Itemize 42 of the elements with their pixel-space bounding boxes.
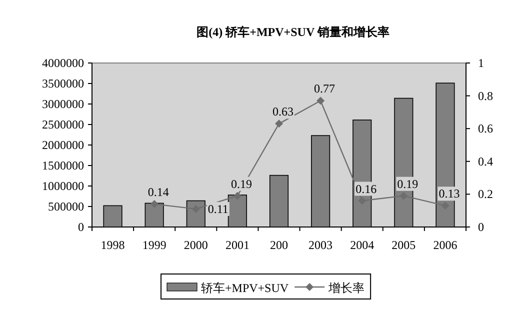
data-label: 0.19 [230, 176, 252, 191]
y-tick-label: 500000 [48, 200, 84, 214]
data-label: 0.13 [438, 186, 460, 201]
point [400, 192, 408, 200]
data-label: 0.16 [356, 182, 377, 196]
x-tick-label: 2005 [392, 238, 416, 252]
y-tick-label: 3500000 [42, 76, 84, 90]
x-tick-label: 2004 [350, 238, 374, 252]
chart-title: 图(4) 轿车+MPV+SUV 销量和增长率 [196, 25, 390, 39]
x-tick-label: 1998 [100, 238, 125, 252]
x-tick-label: 1999 [142, 238, 166, 252]
data-label: 0.14 [148, 185, 169, 200]
legend-label: 增长率 [328, 281, 365, 295]
y2-tick-label: 0.4 [478, 154, 493, 168]
x-tick-label: 2000 [184, 238, 208, 252]
x-tick-label: 2006 [433, 238, 458, 252]
y-tick-label: 0 [78, 220, 84, 234]
x-tick-label: 2003 [308, 238, 333, 252]
x-tick-label: 2001 [225, 238, 250, 252]
point [233, 192, 242, 200]
legend-label: 轿车+MPV+SUV [201, 281, 289, 295]
data-label: 0.19 [397, 176, 418, 191]
point [150, 200, 158, 208]
y2-tick-label: 1 [478, 56, 484, 70]
data-label: 0.77 [314, 82, 336, 96]
y2-tick-label: 0.8 [478, 88, 493, 103]
data-label: 0.63 [272, 104, 294, 119]
point [441, 202, 450, 210]
point [358, 196, 366, 205]
y2-tick-label: 0.2 [478, 187, 493, 202]
x-tick-label: 200 [270, 238, 288, 252]
point [316, 96, 325, 105]
y-tick-label: 4000000 [42, 56, 84, 70]
y-tick-label: 1000000 [42, 179, 84, 193]
y-tick-label: 2500000 [42, 118, 84, 132]
y-tick-label: 3000000 [42, 97, 84, 111]
y2-tick-label: 0 [478, 220, 484, 234]
y2-tick-label: 0.6 [478, 122, 493, 136]
y-tick-label: 1500000 [42, 158, 84, 172]
data-label: 0.11 [208, 202, 228, 216]
point [275, 120, 283, 128]
y-tick-label: 2000000 [42, 138, 84, 152]
